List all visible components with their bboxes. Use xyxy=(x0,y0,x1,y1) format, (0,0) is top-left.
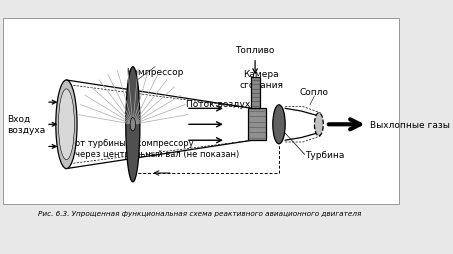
Ellipse shape xyxy=(130,118,135,131)
Ellipse shape xyxy=(58,89,74,160)
Ellipse shape xyxy=(56,81,77,169)
Bar xyxy=(251,78,260,109)
Text: от турбины к компрессору
через центральный вал (не показан): от турбины к компрессору через центральн… xyxy=(75,138,240,158)
Text: Сопло: Сопло xyxy=(300,88,329,97)
Ellipse shape xyxy=(314,113,323,136)
Text: Турбина: Турбина xyxy=(306,150,345,159)
Text: Поток воздуха: Поток воздуха xyxy=(186,100,256,109)
Text: Выхлопные газы: Выхлопные газы xyxy=(370,120,450,129)
Text: Вход
воздуха: Вход воздуха xyxy=(7,115,45,135)
Text: Топливо: Топливо xyxy=(236,46,275,55)
FancyBboxPatch shape xyxy=(3,19,399,204)
Text: Рис. 6.3. Упрощенная функциональная схема реактивного авиационного двигателя: Рис. 6.3. Упрощенная функциональная схем… xyxy=(39,210,362,216)
Ellipse shape xyxy=(126,68,140,182)
Ellipse shape xyxy=(273,105,285,144)
Bar xyxy=(248,109,266,141)
Text: Компрессор: Компрессор xyxy=(126,68,183,76)
Text: Камера
сгорания: Камера сгорания xyxy=(239,70,283,89)
